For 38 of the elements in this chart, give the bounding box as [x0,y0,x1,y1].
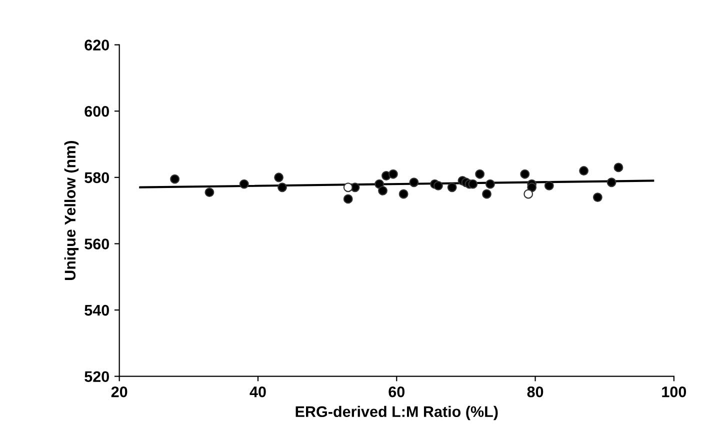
point [343,194,353,204]
y-tick-label: 580 [84,172,109,184]
point [520,169,530,179]
y-tick-label: 620 [84,40,109,50]
x-tick-label: 80 [527,386,544,398]
point [239,179,249,189]
point [204,188,214,198]
y-tick-label: 540 [84,304,109,316]
point [527,182,537,192]
point [409,178,419,188]
x-tick-label: 100 [662,386,686,398]
point [468,179,478,189]
point [170,174,180,184]
point [278,182,287,192]
point [592,192,602,202]
point [434,180,443,190]
point [343,182,353,192]
x-axis-title: ERG-derived L:M Ratio (%L) [296,406,498,420]
point [447,182,457,192]
y-tick-label: 520 [84,371,109,382]
point [544,180,554,190]
point [388,169,398,179]
point [606,178,616,188]
point [482,189,492,199]
y-tick-label: 560 [84,238,109,250]
point [475,169,485,179]
point [274,172,284,182]
x-tick-label: 60 [388,386,404,398]
point [485,179,495,189]
x-tick-label: 20 [111,386,128,398]
point [378,186,388,196]
x-tick-label: 40 [250,386,266,398]
point [524,189,534,199]
y-axis-title: Unique Yellow (nm) [64,140,79,280]
point [614,162,624,172]
y-tick-label: 600 [84,106,109,117]
point [579,166,589,176]
point [398,189,408,199]
